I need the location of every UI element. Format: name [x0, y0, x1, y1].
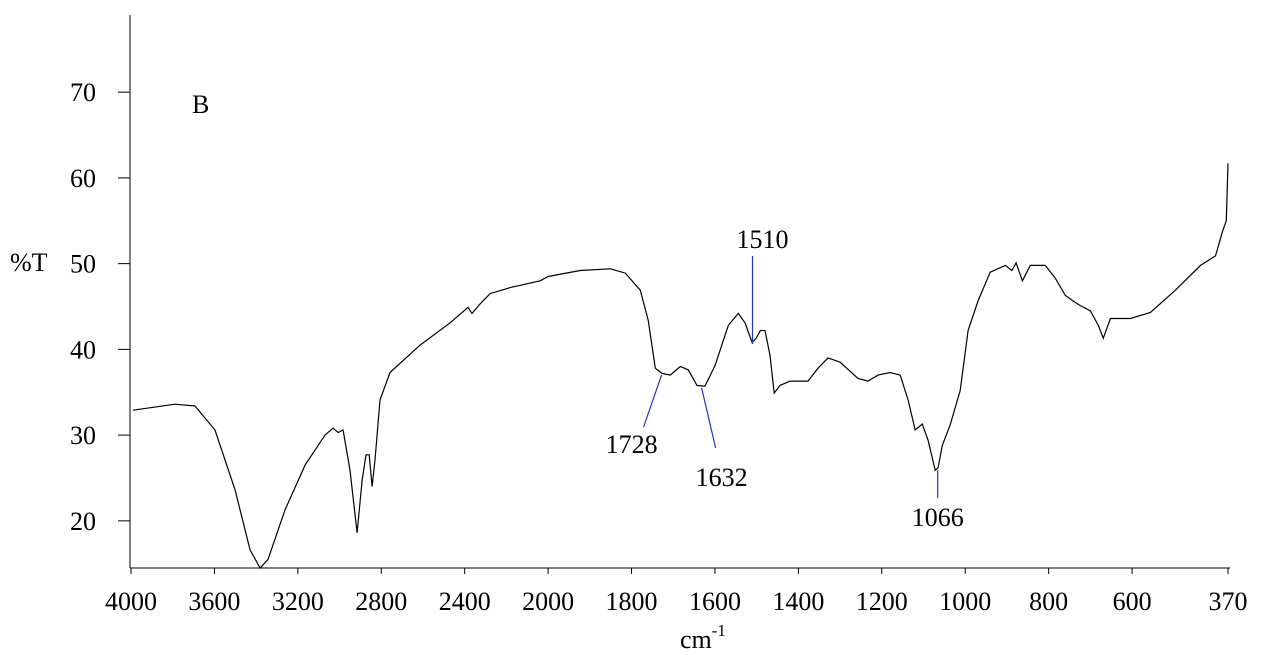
y-tick-label: 20: [70, 507, 96, 536]
x-tick-label: 600: [1113, 587, 1152, 616]
y-tick-label: 50: [70, 250, 96, 279]
annotation-label: 1066: [912, 503, 964, 532]
x-tick-label: 2400: [439, 587, 491, 616]
x-tick-label: 1200: [856, 587, 908, 616]
annotation-label: 1632: [696, 463, 748, 492]
annotation-leader: [642, 374, 663, 428]
y-tick-label: 30: [70, 421, 96, 450]
annotation-label: 1728: [606, 430, 658, 459]
x-tick-label: 3600: [188, 587, 240, 616]
x-tick-label: 1400: [772, 587, 824, 616]
panel-label: B: [192, 90, 209, 119]
x-tick-label: 3200: [272, 587, 324, 616]
y-axis-label: %T: [10, 248, 48, 277]
annotation-label: 1510: [736, 225, 788, 254]
x-axis-label: cm-1: [680, 621, 726, 654]
x-tick-label: 1000: [939, 587, 991, 616]
x-tick-label: 370: [1209, 587, 1248, 616]
x-tick-label: 800: [1029, 587, 1068, 616]
x-tick-label: 1600: [689, 587, 741, 616]
spectrum-line: [133, 163, 1229, 570]
y-tick-label: 40: [70, 335, 96, 364]
y-tick-label: 60: [70, 164, 96, 193]
x-tick-label: 1800: [606, 587, 658, 616]
x-axis-label-sup: -1: [712, 621, 726, 640]
annotation-leader: [701, 387, 717, 449]
x-axis-label-text: cm: [680, 625, 712, 654]
x-tick-label: 4000: [105, 587, 157, 616]
y-tick-label: 70: [70, 78, 96, 107]
x-tick-label: 2800: [355, 587, 407, 616]
x-tick-label: 2000: [522, 587, 574, 616]
